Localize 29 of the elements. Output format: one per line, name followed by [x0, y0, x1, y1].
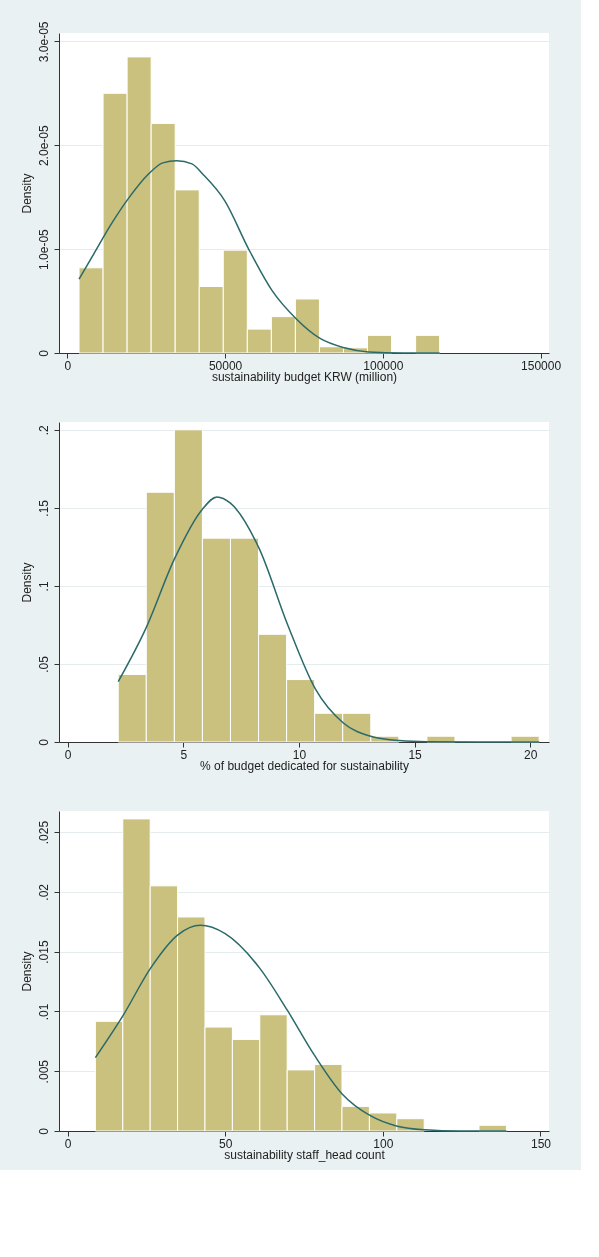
y-tick-label: 1.0e-05: [36, 228, 51, 270]
y-tick-label: .005: [36, 1059, 51, 1084]
y-tick-label: .02: [36, 883, 51, 901]
y-axis-title: Density: [19, 562, 34, 603]
y-tick-label: .01: [36, 1003, 51, 1021]
y-axis-title: Density: [19, 951, 34, 992]
x-tick-label: 150: [530, 1136, 552, 1151]
x-tick-label: 0: [64, 747, 72, 762]
y-tick-label: 3.0e-05: [36, 21, 51, 63]
x-tick-label: 5: [180, 747, 188, 762]
y-tick-label: .05: [36, 655, 51, 673]
y-tick-label: .2: [36, 424, 51, 436]
y-tick-label: .025: [36, 820, 51, 845]
y-tick-label: 0: [36, 1127, 51, 1135]
y-tick-label: 0: [36, 349, 51, 357]
x-tick-label: 0: [64, 358, 72, 373]
line-series: [94, 924, 508, 1132]
y-tick-label: .15: [36, 499, 51, 517]
line-series: [117, 496, 541, 743]
y-tick-label: 2.0e-05: [36, 125, 51, 167]
x-tick-label: 20: [524, 747, 538, 762]
y-tick-label: .1: [36, 581, 51, 592]
x-tick-label: 15: [408, 747, 423, 762]
y-tick-label: .015: [36, 940, 51, 964]
x-tick-label: 150000: [521, 358, 562, 373]
y-tick-label: 0: [36, 738, 51, 746]
x-tick-label: 0: [64, 1136, 72, 1151]
y-axis-title: Density: [19, 173, 34, 214]
line-series: [78, 160, 441, 354]
